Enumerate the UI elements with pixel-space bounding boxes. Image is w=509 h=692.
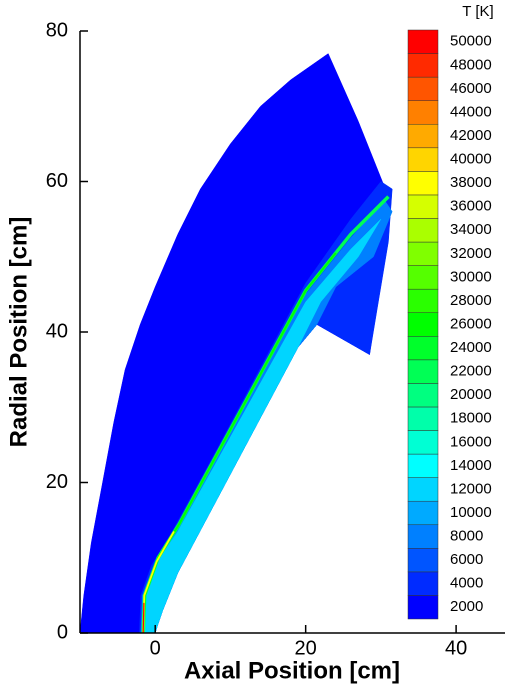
colorbar-cell — [407, 312, 439, 337]
colorbar-label: 30000 — [450, 268, 492, 285]
colorbar-label: 10000 — [450, 504, 492, 521]
colorbar-label: 50000 — [450, 33, 492, 50]
colorbar-cell — [407, 100, 439, 125]
colorbar-cell — [407, 548, 439, 573]
colorbar-label: 40000 — [450, 151, 492, 168]
colorbar-cell — [407, 53, 439, 78]
colorbar-label: 4000 — [450, 575, 483, 592]
colorbar-cell — [407, 147, 439, 172]
y-tick-label: 40 — [46, 320, 68, 342]
contour-region — [141, 218, 382, 634]
colorbar-cell — [407, 359, 439, 384]
colorbar-label: 18000 — [450, 410, 492, 427]
colorbar-cell — [407, 29, 439, 54]
y-tick-label: 60 — [46, 170, 68, 192]
colorbar-cell — [407, 571, 439, 596]
colorbar-cell — [407, 336, 439, 361]
contour-ridge — [142, 602, 145, 634]
y-tick-label: 20 — [46, 471, 68, 493]
contour-region — [79, 53, 389, 634]
colorbar-cell — [407, 383, 439, 408]
y-tick-label: 0 — [57, 621, 68, 643]
colorbar-label: 28000 — [450, 292, 492, 309]
colorbar-cell — [407, 288, 439, 313]
x-axis-label: Axial Position [cm] — [184, 657, 400, 684]
colorbar-cell — [407, 500, 439, 526]
colorbar-label: 26000 — [450, 315, 492, 332]
x-tick-label: 0 — [150, 637, 161, 659]
colorbar-cell — [407, 76, 439, 101]
colorbar-label: 12000 — [450, 480, 492, 497]
y-axis-label: Radial Position [cm] — [5, 217, 32, 448]
colorbar-label: 8000 — [450, 528, 483, 545]
colorbar-label: 34000 — [450, 221, 492, 238]
colorbar-cell — [407, 430, 439, 455]
colorbar-label: 16000 — [450, 433, 492, 450]
colorbar-cell — [407, 406, 439, 431]
x-tick-label: 40 — [445, 637, 467, 659]
colorbar-label: 2000 — [450, 598, 483, 615]
colorbar-label: 24000 — [450, 339, 492, 356]
colorbar-label: 46000 — [450, 80, 492, 97]
colorbar-title: T [K] — [462, 3, 493, 20]
colorbar-label: 38000 — [450, 174, 492, 191]
colorbar-cell — [407, 595, 439, 620]
colorbar-cell — [407, 453, 439, 478]
colorbar-label: 22000 — [450, 363, 492, 380]
colorbar-label: 14000 — [450, 457, 492, 474]
colorbar-label: 32000 — [450, 245, 492, 262]
colorbar-cell — [407, 123, 439, 149]
colorbar-label: 36000 — [450, 198, 492, 215]
colorbar-cell — [407, 524, 439, 549]
x-tick-label: 20 — [295, 637, 317, 659]
colorbar-cell — [407, 194, 439, 219]
colorbar-cell — [407, 241, 439, 266]
y-tick-label: 80 — [46, 19, 68, 41]
colorbar-cell — [407, 218, 439, 243]
colorbar-label: 20000 — [450, 386, 492, 403]
colorbar-label: 6000 — [450, 551, 483, 568]
colorbar-cell — [407, 265, 439, 290]
colorbar-label: 44000 — [450, 103, 492, 120]
colorbar-label: 42000 — [450, 127, 492, 144]
colorbar-cell — [407, 171, 439, 196]
colorbar-label: 48000 — [450, 56, 492, 73]
colorbar-cell — [407, 477, 439, 502]
